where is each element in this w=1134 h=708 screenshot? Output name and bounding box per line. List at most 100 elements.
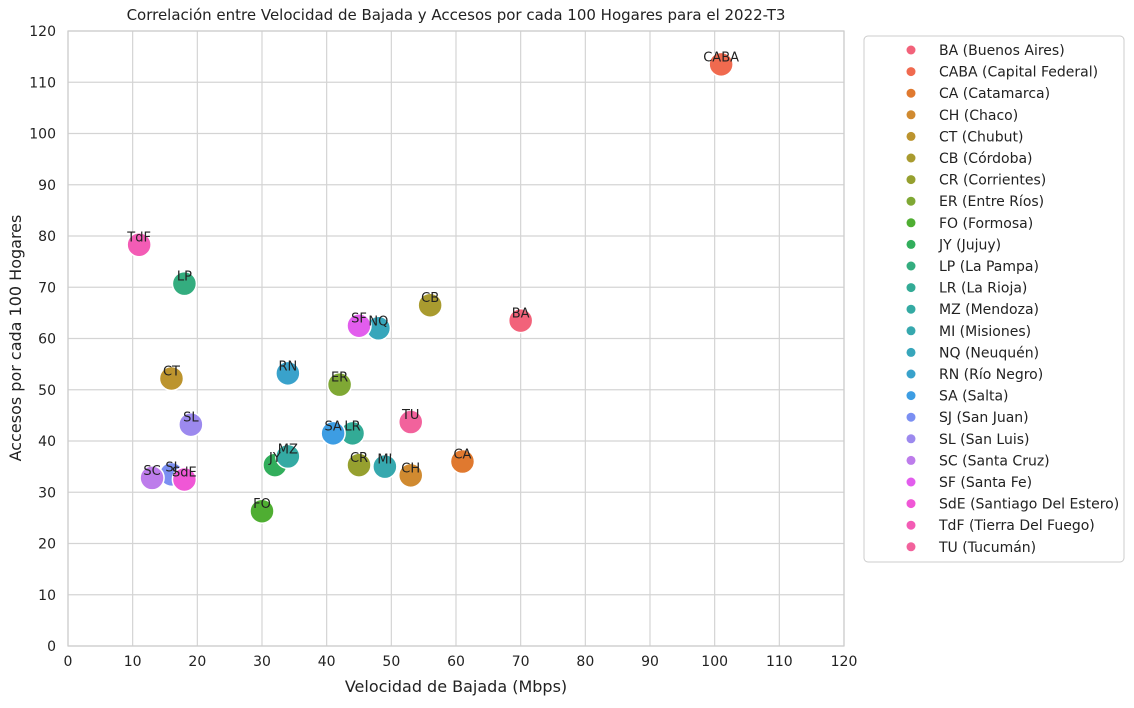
legend-label: SA (Salta) [939, 389, 1009, 405]
x-tick-label: 100 [701, 654, 728, 670]
chart-title: Correlación entre Velocidad de Bajada y … [127, 6, 786, 24]
legend-marker [906, 283, 916, 293]
point-label-sf: SF [351, 312, 367, 327]
legend-marker [906, 434, 916, 444]
x-tick-label: 40 [318, 654, 336, 670]
point-labels: BA CABA CA CH CT CB CR ER FO JY LP LR MZ MI NQ RN SA SJ SL… [126, 50, 739, 512]
legend: BA (Buenos Aires) CABA (Capital Federal) C… [863, 35, 1125, 563]
legend-label: LR (La Rioja) [939, 281, 1027, 297]
legend-marker [906, 542, 916, 552]
y-axis-ticks: 0 10 20 30 40 50 60 70 80 90 100 110 120 [29, 24, 56, 655]
legend-label: MI (Misiones) [939, 324, 1031, 340]
legend-marker [906, 326, 916, 336]
legend-marker [906, 153, 916, 163]
legend-label: CB (Córdoba) [939, 151, 1033, 167]
x-tick-label: 20 [188, 654, 206, 670]
point-label-caba: CABA [703, 50, 739, 65]
x-tick-label: 80 [576, 654, 594, 670]
legend-label: LP (La Pampa) [939, 259, 1039, 275]
grid-lines [67, 30, 845, 647]
x-axis-ticks: 0 10 20 30 40 50 60 70 80 90 100 110 120 [64, 654, 858, 670]
plot-area-frame [67, 30, 845, 647]
point-label-mi: MI [377, 453, 392, 468]
x-axis-title: Velocidad de Bajada (Mbps) [345, 677, 567, 696]
y-tick-label: 100 [29, 127, 56, 143]
legend-marker [906, 347, 916, 357]
point-label-cr: CR [350, 451, 368, 466]
legend-label: SF (Santa Fe) [939, 475, 1032, 491]
legend-label: JY (Jujuy) [938, 237, 1001, 253]
x-tick-label: 90 [641, 654, 659, 670]
point-label-mz: MZ [278, 442, 298, 457]
legend-label: CR (Corrientes) [939, 173, 1046, 189]
y-tick-label: 90 [38, 178, 56, 194]
y-tick-label: 10 [38, 588, 56, 604]
point-label-sde: SdE [172, 465, 197, 480]
data-point-tu [397, 409, 424, 435]
data-point-ca [449, 448, 476, 475]
point-label-rn: RN [278, 359, 297, 374]
x-tick-label: 50 [382, 654, 400, 670]
data-point-ch [397, 462, 424, 489]
point-label-jy: JY [268, 451, 281, 466]
data-point-sa [320, 420, 346, 447]
legend-marker [906, 369, 916, 379]
legend-label: SdE (Santiago Del Estero) [939, 497, 1119, 513]
point-label-cb: CB [421, 291, 439, 306]
point-label-sa: SA [324, 419, 341, 434]
legend-label: SL (San Luis) [939, 432, 1029, 448]
y-tick-label: 110 [29, 75, 56, 91]
point-label-ca: CA [453, 448, 471, 463]
legend-marker [906, 499, 916, 509]
legend-marker [906, 391, 916, 401]
data-point-ba [507, 307, 534, 334]
point-label-tu: TU [401, 408, 419, 423]
legend-marker [906, 477, 916, 487]
y-tick-label: 40 [38, 434, 56, 450]
legend-marker [906, 131, 916, 141]
data-point-cr [346, 452, 372, 478]
data-point-mi [372, 453, 398, 480]
point-label-ct: CT [163, 364, 180, 379]
legend-label: CABA (Capital Federal) [939, 65, 1098, 81]
legend-marker [906, 239, 916, 249]
legend-marker [906, 110, 916, 120]
legend-label: TdF (Tierra Del Fuego) [938, 518, 1095, 534]
y-tick-label: 0 [47, 639, 56, 655]
y-tick-label: 120 [29, 24, 56, 40]
y-tick-label: 80 [38, 229, 56, 245]
legend-marker [906, 67, 916, 77]
legend-frame [863, 35, 1125, 563]
data-point-lp [171, 270, 198, 297]
x-tick-label: 10 [124, 654, 142, 670]
data-points [126, 51, 734, 524]
legend-label: CA (Catamarca) [939, 86, 1050, 102]
y-tick-label: 30 [38, 485, 56, 501]
legend-marker [906, 261, 916, 271]
data-point-sl [178, 411, 204, 438]
legend-label: TU (Tucumán) [938, 540, 1036, 556]
legend-label: ER (Entre Ríos) [939, 194, 1044, 210]
x-tick-label: 70 [512, 654, 530, 670]
data-point-sde [171, 466, 198, 493]
point-label-lr: LR [344, 419, 360, 434]
legend-marker [906, 520, 916, 530]
data-point-sf [346, 312, 372, 339]
legend-label: CT (Chubut) [939, 129, 1023, 145]
x-tick-label: 110 [766, 654, 793, 670]
legend-items: BA (Buenos Aires) CABA (Capital Federal) C… [906, 43, 1119, 556]
data-point-tdf [126, 231, 152, 258]
data-point-rn [275, 360, 301, 387]
legend-label: NQ (Neuquén) [939, 345, 1039, 361]
data-point-ct [158, 365, 185, 392]
y-axis-title: Accesos por cada 100 Hogares [6, 215, 25, 462]
data-point-er [326, 371, 353, 398]
x-tick-label: 120 [831, 654, 858, 670]
legend-marker [906, 196, 916, 206]
legend-marker [906, 412, 916, 422]
legend-marker [906, 218, 916, 228]
y-tick-label: 20 [38, 537, 56, 553]
y-tick-label: 70 [38, 280, 56, 296]
